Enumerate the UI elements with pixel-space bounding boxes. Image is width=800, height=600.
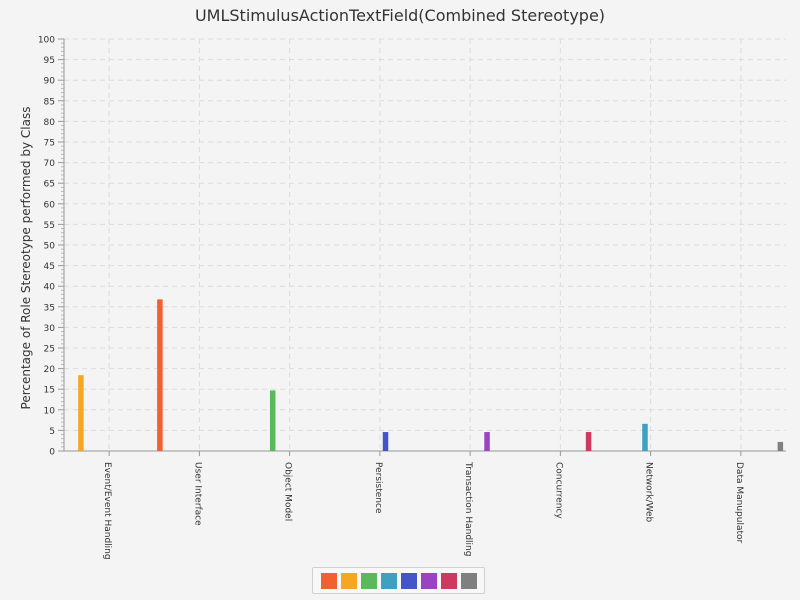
bar [642, 423, 648, 451]
y-tick-label: 40 [44, 283, 56, 293]
legend-swatch [400, 572, 417, 589]
bar [269, 390, 276, 451]
y-tick-label: 30 [44, 324, 56, 334]
y-tick-label: 75 [44, 139, 55, 149]
legend-swatch [420, 572, 437, 589]
legend-swatch [340, 572, 357, 589]
legend-swatch [360, 572, 377, 589]
y-tick-label: 100 [38, 36, 55, 46]
y-tick-label: 0 [49, 448, 55, 458]
y-tick-label: 90 [44, 77, 56, 87]
x-tick-label: Object Model [283, 462, 293, 521]
y-tick-label: 55 [44, 221, 55, 231]
legend-swatch [460, 572, 477, 589]
y-tick-label: 85 [44, 97, 55, 107]
legend-swatch [380, 572, 397, 589]
y-tick-label: 70 [44, 159, 56, 169]
chart-title: UMLStimulusActionTextField(Combined Ster… [194, 6, 606, 25]
y-tick-label: 20 [44, 365, 56, 375]
y-tick-label: 25 [44, 345, 55, 355]
x-tick-label: Concurrency [553, 462, 563, 519]
bar [585, 432, 592, 451]
y-tick-label: 35 [44, 303, 55, 313]
y-tick-label: 95 [44, 56, 55, 66]
x-tick-label: Transaction Handling [463, 461, 473, 556]
y-tick-label: 65 [44, 180, 55, 190]
y-tick-label: 10 [44, 406, 56, 416]
y-tick-label: 60 [44, 200, 56, 210]
bar [157, 299, 163, 451]
x-tick-label: Event/Event Handling [102, 462, 112, 560]
x-tick-label: Data Manupulator [734, 462, 744, 544]
y-tick-label: 80 [44, 118, 56, 128]
bar [78, 375, 84, 451]
y-tick-label: 15 [44, 386, 55, 396]
x-tick-label: Network/Web [644, 462, 654, 523]
y-tick-label: 50 [44, 242, 56, 252]
x-tick-label: Persistence [373, 462, 383, 514]
x-tick-label: User Interface [192, 462, 202, 526]
y-tick-label: 45 [44, 262, 55, 272]
legend-swatch [320, 572, 337, 589]
bar [382, 432, 389, 451]
legend-swatch [440, 572, 457, 589]
legend [312, 567, 485, 594]
bar [777, 441, 784, 451]
bar [484, 432, 490, 451]
y-tick-label: 5 [49, 427, 55, 437]
